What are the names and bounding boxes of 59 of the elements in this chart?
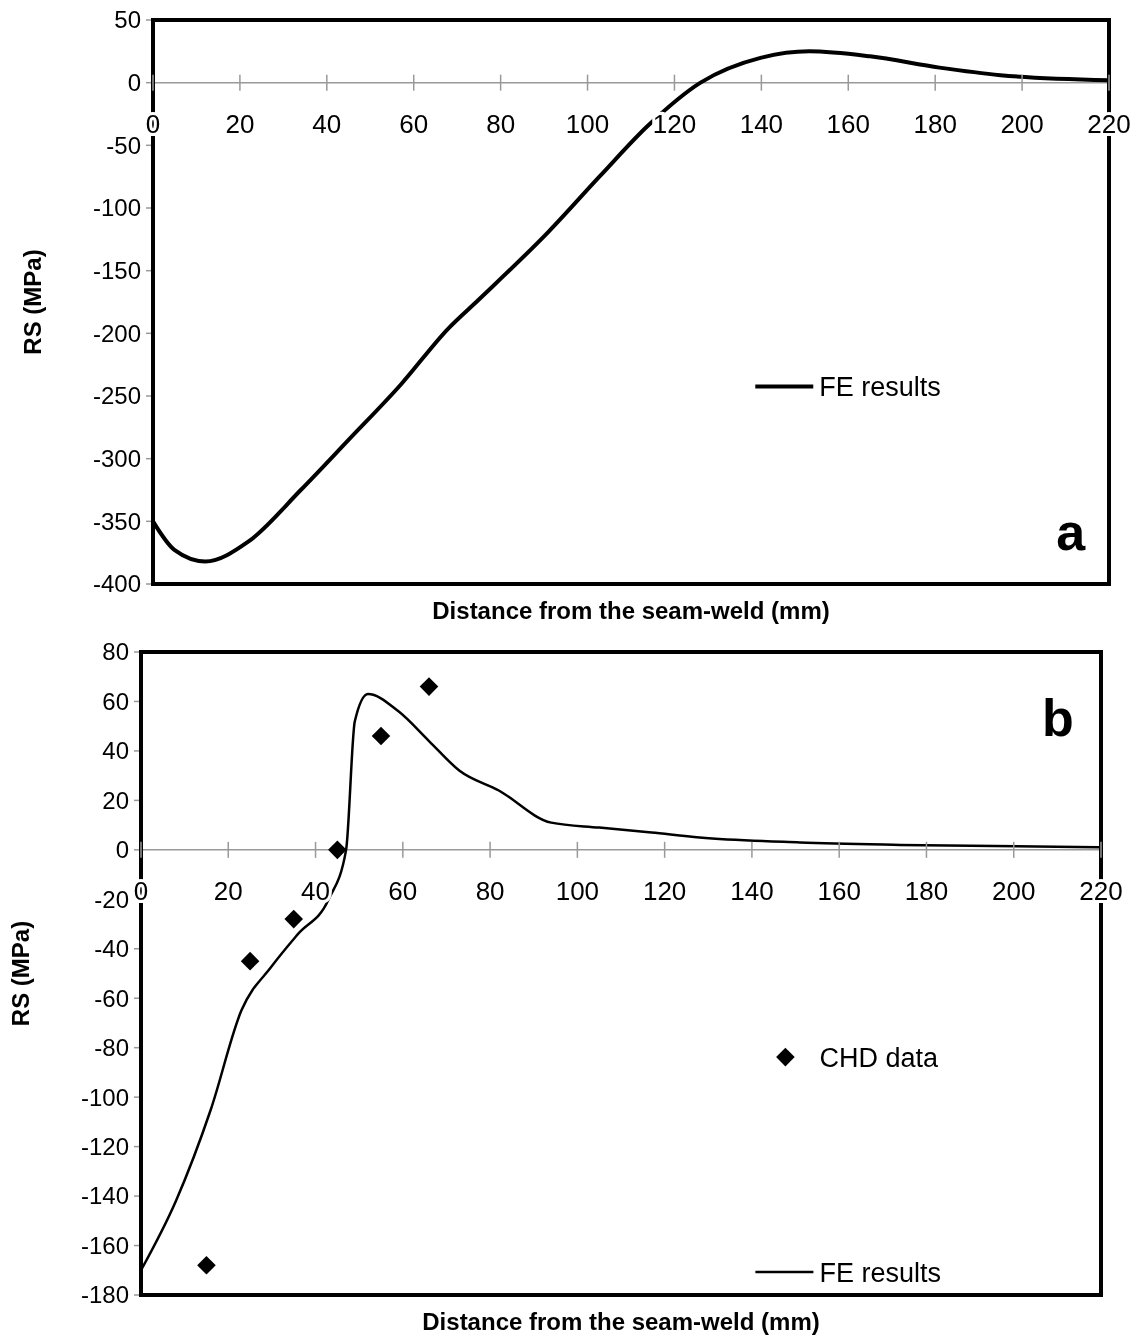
x-tick-label: 60	[399, 108, 429, 139]
legend-label: CHD data	[819, 1042, 939, 1073]
x-tick-label: 200	[1000, 108, 1044, 139]
y-tick-label: -150	[92, 257, 141, 285]
y-tick-label: -250	[92, 382, 141, 410]
x-tick-label: 20	[213, 875, 243, 906]
legend-label: FE results	[819, 1257, 941, 1288]
y-tick-label: 80	[102, 638, 129, 666]
x-tick-label: 100	[555, 875, 600, 906]
x-tick-label: 40	[301, 875, 331, 906]
x-tick-label: 120	[642, 875, 687, 906]
x-tick-label: 20	[225, 108, 255, 139]
annotation: b	[1041, 688, 1074, 747]
x-tick-label: 100	[565, 108, 610, 139]
x-tick-label: 120	[652, 108, 697, 139]
point	[197, 1256, 216, 1275]
y-tick-label: -100	[92, 194, 141, 222]
point	[284, 909, 304, 929]
y-tick-label: -40	[94, 935, 129, 963]
x-tick-label: 140	[739, 108, 784, 139]
y-axis-title: RS (MPa)	[19, 249, 46, 355]
x-axis-title: Distance from the seam-weld (mm)	[422, 1308, 820, 1335]
x-tick-label: 160	[826, 108, 870, 139]
point	[328, 840, 347, 860]
x-tick-label: 80	[486, 108, 516, 139]
y-tick-label: 0	[127, 69, 141, 97]
x-tick-label: 180	[904, 875, 949, 906]
x-tick-label: 80	[475, 875, 505, 906]
x-tick-label: 200	[992, 875, 1036, 906]
y-tick-label: -60	[94, 984, 129, 1012]
x-tick-label: 40	[312, 108, 342, 139]
y-tick-label: -140	[80, 1182, 129, 1210]
annotation: a	[1056, 503, 1087, 562]
y-tick-label: -50	[106, 131, 141, 159]
y-tick-label: -80	[94, 1034, 129, 1062]
x-tick-label: 60	[388, 875, 418, 906]
y-tick-label: -350	[92, 507, 141, 535]
y-tick-label: -400	[92, 570, 141, 598]
y-tick-label: -100	[80, 1083, 129, 1111]
x-tick-label: 140	[730, 875, 774, 906]
x-tick-label: 160	[817, 875, 861, 906]
y-tick-label: 0	[115, 836, 129, 864]
x-tick-label: 180	[913, 108, 957, 139]
legend-label: FE results	[819, 372, 941, 403]
y-tick-label: -300	[92, 445, 141, 473]
y-tick-label: -20	[94, 885, 129, 913]
y-tick-label: -200	[92, 319, 141, 347]
point	[371, 726, 391, 746]
x-axis-title: Distance from the seam-weld (mm)	[432, 597, 830, 624]
y-tick-label: -160	[80, 1231, 129, 1259]
point	[240, 951, 260, 971]
y-tick-label: 50	[114, 6, 141, 34]
y-axis-title: RS (MPa)	[7, 920, 34, 1027]
y-tick-label: -180	[80, 1281, 129, 1309]
y-tick-label: 40	[102, 737, 129, 765]
y-tick-label: 20	[102, 786, 129, 814]
point	[419, 677, 439, 696]
y-tick-label: 60	[102, 687, 129, 715]
y-tick-label: -120	[80, 1133, 129, 1161]
